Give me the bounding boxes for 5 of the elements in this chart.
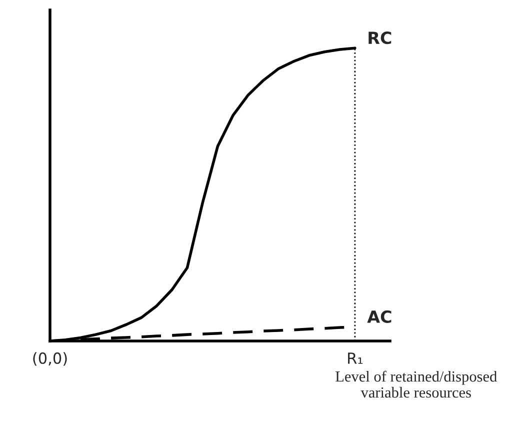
series-label: RC xyxy=(368,32,392,44)
series-label: AC xyxy=(367,310,392,323)
x-axis-title: Level of retained/disposed variable resources xyxy=(336,370,497,398)
x-tick-label: R₁ xyxy=(348,352,362,364)
x-tick-label: (0,0) xyxy=(33,352,67,366)
